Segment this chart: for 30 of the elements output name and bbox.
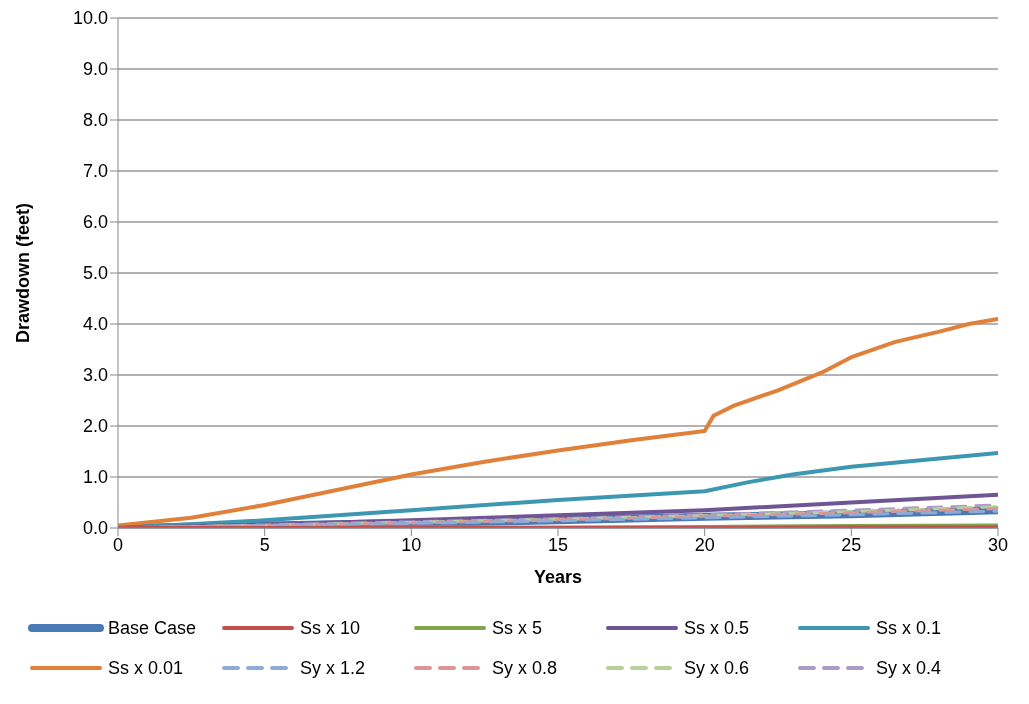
y-tick-label: 5.0: [82, 263, 108, 284]
y-tick-label: 0.0: [82, 518, 108, 539]
y-tick-label: 6.0: [82, 212, 108, 233]
y-tick-label: 1.0: [82, 467, 108, 488]
legend-label: Ss x 10: [300, 617, 361, 639]
legend-label: Ss x 0.01: [108, 657, 184, 679]
y-axis-title: Drawdown (feet): [13, 202, 34, 344]
legend-label: Ss x 5: [492, 617, 543, 639]
legend-label: Ss x 0.5: [684, 617, 750, 639]
x-tick-label: 10: [401, 534, 422, 555]
x-axis-title: Years: [533, 567, 583, 587]
y-tick-label: 9.0: [82, 59, 108, 80]
legend-label: Sy x 1.2: [300, 657, 366, 679]
x-tick-label: 0: [112, 534, 124, 555]
x-tick-label: 5: [259, 534, 270, 555]
legend-label: Ss x 0.1: [876, 617, 942, 639]
y-tick-label: 4.0: [82, 314, 108, 335]
x-tick-label: 15: [547, 534, 569, 555]
y-tick-label: 8.0: [82, 110, 108, 131]
y-tick-label: 7.0: [82, 161, 108, 182]
y-tick-label: 2.0: [82, 416, 108, 437]
x-tick-label: 25: [841, 534, 862, 555]
x-tick-label: 20: [694, 534, 715, 555]
legend-label: Sy x 0.4: [876, 657, 942, 679]
legend-label: Base Case: [108, 617, 197, 639]
y-tick-label: 3.0: [82, 365, 108, 386]
legend-label: Sy x 0.6: [684, 657, 750, 679]
legend-label: Sy x 0.8: [492, 657, 558, 679]
y-tick-label: 10.0: [72, 8, 108, 29]
x-tick-label: 30: [987, 534, 1009, 555]
